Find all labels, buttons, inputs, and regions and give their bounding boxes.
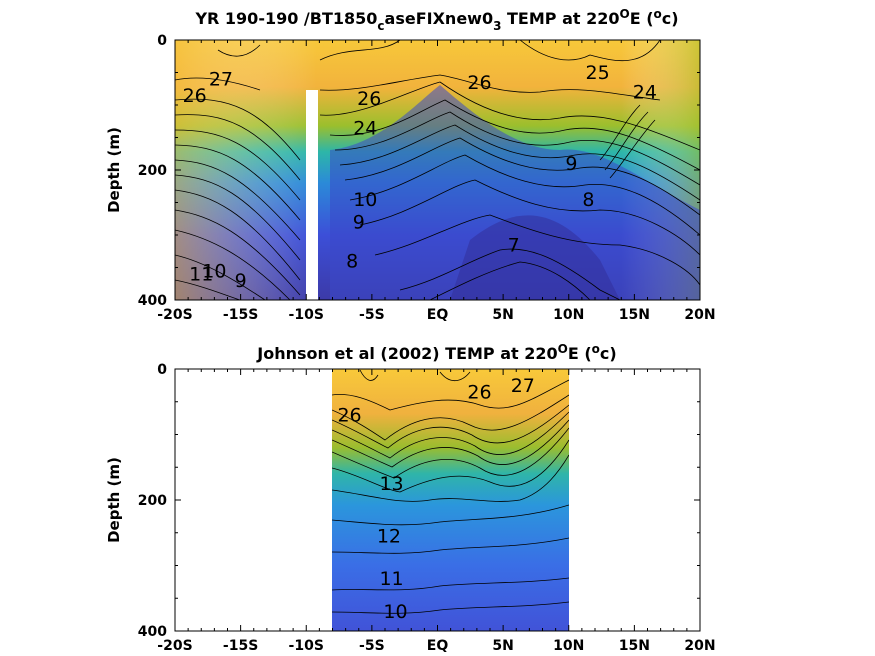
contour-label: 7 — [508, 234, 520, 256]
contour-label: 10 — [383, 601, 407, 623]
chart-2-contour-labels: 27 26 26 13 12 11 10 — [337, 375, 534, 623]
chart-2: Johnson et al (2002) TEMP at 220OE (oc) — [105, 342, 716, 654]
chart-1-title: YR 190-190 /BT1850caseFIXnew03 TEMP at 2… — [194, 7, 678, 33]
x-tick-label: -20S — [157, 307, 192, 323]
contour-label: 8 — [346, 251, 358, 273]
contour-label: 10 — [202, 260, 226, 282]
contour-label: 10 — [353, 189, 377, 211]
x-tick-label: 15N — [619, 307, 650, 323]
y-tick-label: 400 — [138, 293, 167, 309]
chart-1-x-axis: -20S -15S -10S -5S EQ 5N 10N 15N 20N — [157, 40, 716, 323]
x-tick-label: -5S — [359, 638, 385, 654]
y-tick-label: 200 — [138, 163, 167, 179]
contour-label: 26 — [467, 72, 491, 94]
chart-2-y-axis: 0 200 400 Depth (m) — [105, 362, 700, 640]
contour-label: 11 — [379, 568, 403, 590]
contour-label: 27 — [511, 375, 535, 397]
contour-label: 26 — [467, 381, 491, 403]
x-tick-label: 20N — [684, 638, 715, 654]
contour-label: 26 — [183, 85, 207, 107]
chart-1-y-axis: 0 200 400 Depth (m) — [105, 33, 700, 309]
chart-2-x-axis: -20S -15S -10S -5S EQ 5N 10N 15N 20N — [157, 369, 716, 654]
x-tick-label: -5S — [359, 307, 385, 323]
x-tick-label: 10N — [553, 307, 584, 323]
x-tick-label: EQ — [427, 307, 449, 323]
contour-label: 27 — [209, 69, 233, 91]
x-tick-label: 20N — [684, 307, 715, 323]
contour-label: 9 — [235, 270, 247, 292]
contour-label: 26 — [337, 404, 361, 426]
chart-2-ylabel: Depth (m) — [105, 457, 123, 543]
contour-label: 11 — [189, 264, 213, 286]
contour-label: 24 — [633, 82, 657, 104]
contour-label: 25 — [586, 62, 610, 84]
chart-1-ylabel: Depth (m) — [105, 127, 123, 213]
x-tick-label: 10N — [553, 638, 584, 654]
contour-label: 9 — [353, 212, 365, 234]
x-tick-label: EQ — [427, 638, 449, 654]
x-tick-label: -15S — [223, 638, 258, 654]
chart-2-field — [332, 369, 569, 631]
contour-label: 12 — [377, 526, 401, 548]
x-tick-label: -20S — [157, 638, 192, 654]
chart-1-field — [175, 40, 700, 300]
y-tick-label: 200 — [138, 493, 167, 509]
chart-2-title: Johnson et al (2002) TEMP at 220OE (oc) — [256, 342, 616, 363]
x-tick-label: -10S — [289, 307, 324, 323]
x-tick-label: -15S — [223, 307, 258, 323]
contour-label: 26 — [357, 88, 381, 110]
y-tick-label: 0 — [157, 33, 167, 49]
contour-label: 9 — [565, 153, 577, 175]
y-tick-label: 400 — [138, 624, 167, 640]
y-tick-label: 0 — [157, 362, 167, 378]
x-tick-label: 5N — [492, 307, 513, 323]
x-tick-label: 5N — [492, 638, 513, 654]
chart-1: YR 190-190 /BT1850caseFIXnew03 TEMP at 2… — [105, 7, 716, 323]
x-tick-label: -10S — [289, 638, 324, 654]
contour-label: 8 — [582, 189, 594, 211]
contour-label: 13 — [379, 473, 403, 495]
x-tick-label: 15N — [619, 638, 650, 654]
contour-label: 24 — [353, 117, 377, 139]
